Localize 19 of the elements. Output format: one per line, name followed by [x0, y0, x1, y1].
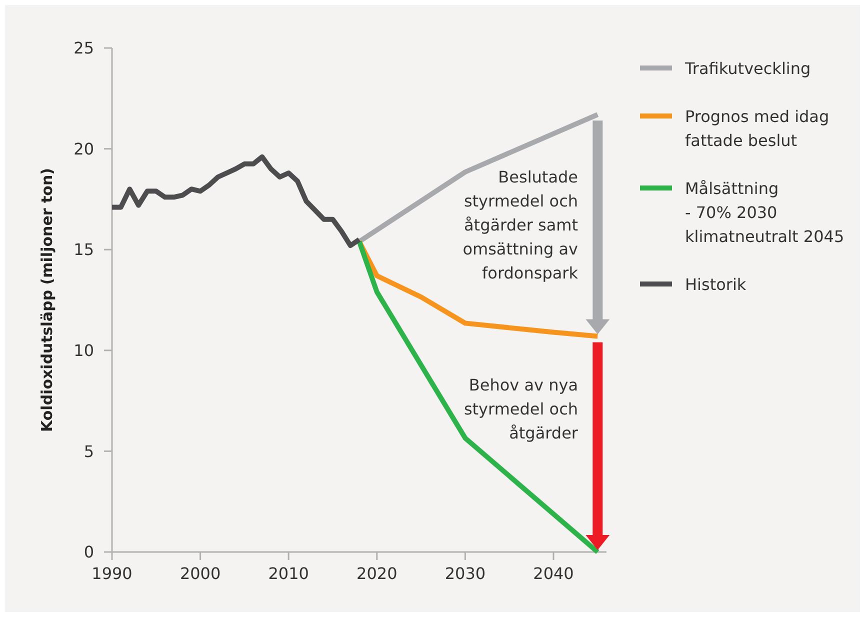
legend-label: Prognos med idag fattade beslut — [685, 107, 830, 150]
annotation: Beslutade styrmedel och åtgärder samt omsättning av fordonspark — [462, 167, 579, 282]
y-tick-label: 5 — [84, 442, 94, 461]
x-tick-label: 2010 — [268, 564, 309, 583]
annotation: Behov av nya styrmedel och åtgärder — [464, 376, 578, 443]
legend-label: Historik — [685, 275, 747, 294]
x-tick-label: 2000 — [180, 564, 221, 583]
legend-label: Trafikutveckling — [684, 59, 811, 78]
legend-label: Målsättning - 70% 2030 klimatneutralt 2045 — [685, 179, 844, 246]
x-tick-label: 1990 — [92, 564, 132, 583]
y-tick-label: 10 — [74, 341, 94, 360]
x-tick-label: 2020 — [356, 564, 398, 583]
y-tick-label: 25 — [74, 38, 94, 58]
y-tick-label: 15 — [74, 240, 94, 260]
x-tick-label: 2040 — [533, 564, 574, 583]
x-tick-label: 2030 — [444, 564, 486, 583]
y-axis-title: Koldioxidutsläpp (miljoner ton) — [38, 168, 56, 432]
y-tick-label: 0 — [84, 542, 94, 562]
y-tick-label: 20 — [74, 139, 94, 158]
